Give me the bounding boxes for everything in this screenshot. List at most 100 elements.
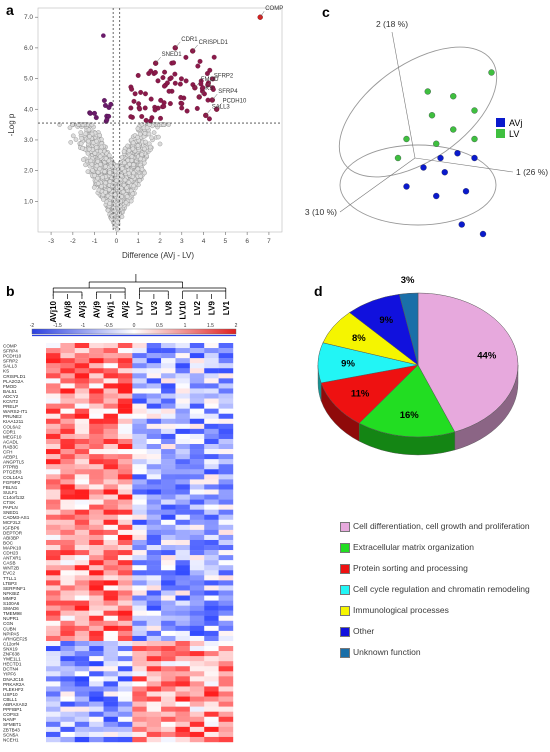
- heatmap-cell: [132, 691, 147, 697]
- heatmap-row-label: YME1L1: [3, 657, 21, 662]
- heatmap-cell: [103, 444, 119, 450]
- heatmap-cell: [89, 651, 104, 657]
- heatmap-cell: [161, 428, 176, 435]
- heatmap-cell: [218, 373, 234, 379]
- heatmap-cell: [204, 393, 219, 399]
- pca-axis-1-label: 1 (26 %): [516, 167, 548, 177]
- heatmap-cell: [89, 620, 104, 627]
- volcano-point: [103, 189, 108, 195]
- heatmap-cell: [146, 534, 162, 541]
- heatmap-cell: [74, 408, 90, 414]
- heatmap-cell: [46, 615, 61, 621]
- panel-label-a: a: [6, 2, 14, 18]
- heatmap-cell: [74, 640, 90, 647]
- heatmap-cell: [189, 696, 205, 702]
- heatmap-row-label: CBLL1: [3, 697, 17, 702]
- heatmap-cell: [89, 711, 104, 717]
- heatmap-cell: [175, 504, 191, 510]
- heatmap-cell: [74, 388, 90, 394]
- volcano-point-significant: [152, 107, 158, 113]
- heatmap-cell: [132, 464, 147, 470]
- heatmap-cell: [117, 560, 133, 566]
- heatmap-cell: [103, 423, 119, 430]
- heatmap-cell: [89, 504, 104, 510]
- heatmap-cell: [117, 585, 133, 591]
- volcano-point: [85, 151, 91, 156]
- heatmap-cell: [103, 716, 119, 722]
- heatmap-cell: [218, 499, 234, 505]
- heatmap-cell: [218, 539, 234, 546]
- heatmap-cell: [218, 620, 234, 627]
- heatmap-cell: [204, 605, 219, 611]
- heatmap-row-label: PPFIBP1: [3, 707, 22, 712]
- heatmap-cell: [103, 534, 119, 541]
- volcano-point: [127, 161, 132, 167]
- heatmap-cell: [218, 666, 234, 672]
- volcano-point-significant: [155, 78, 161, 84]
- heatmap-cell: [74, 423, 90, 430]
- heatmap-cell: [74, 433, 90, 440]
- heatmap-column-label: LV7: [136, 300, 145, 315]
- heatmap-cell: [60, 343, 75, 349]
- heatmap-cell: [146, 640, 162, 647]
- heatmap-cell: [117, 388, 133, 394]
- heatmap-cell: [204, 383, 219, 389]
- heatmap-row-label: SULF1: [3, 490, 18, 495]
- heatmap-cell: [175, 666, 191, 672]
- volcano-point: [85, 169, 91, 174]
- heatmap-cell: [103, 403, 119, 409]
- heatmap-cell: [146, 620, 162, 627]
- volcano-point: [70, 133, 76, 139]
- heatmap-cell: [103, 666, 119, 672]
- volcano-point: [128, 198, 134, 204]
- heatmap-cell: [46, 565, 61, 571]
- heatmap-cell: [60, 711, 75, 717]
- heatmap-cell: [175, 545, 191, 551]
- heatmap-cell: [204, 373, 219, 379]
- heatmap-cell: [189, 378, 205, 384]
- heatmap-cell: [74, 666, 90, 672]
- heatmap-cell: [204, 595, 219, 601]
- label-leader: [207, 78, 214, 85]
- heatmap-cell: [175, 706, 191, 712]
- heatmap-cell: [218, 590, 234, 596]
- heatmap-cell: [60, 575, 75, 581]
- heatmap-cell: [46, 640, 61, 647]
- heatmap-cell: [60, 524, 75, 531]
- heatmap-cell: [161, 716, 176, 722]
- heatmap-cell: [146, 509, 162, 515]
- volcano-point: [139, 167, 145, 172]
- heatmap-cell: [117, 661, 133, 667]
- heatmap-cell: [46, 459, 61, 465]
- heatmap-cell: [175, 736, 191, 743]
- heatmap-cell: [146, 686, 162, 692]
- pie-slice-label: 11%: [351, 388, 370, 399]
- heatmap-cell: [89, 539, 104, 546]
- heatmap-cell: [204, 459, 219, 465]
- heatmap: AVj10 AVj8 AVj3 AVj9 AVj1 AVj2 LV7 LV3 LV8 LV10 LV…: [3, 274, 238, 743]
- x-tick-label: 1: [136, 238, 140, 245]
- heatmap-cell: [74, 570, 90, 576]
- volcano-point: [130, 191, 136, 197]
- heatmap-cell: [161, 646, 176, 652]
- heatmap-cell: [60, 600, 75, 606]
- pca-axis-1: [414, 157, 514, 173]
- heatmap-cell: [218, 343, 234, 349]
- heatmap-row-label: TMEM98: [3, 611, 22, 616]
- pca-point-avj: [437, 154, 444, 162]
- volcano-point: [131, 183, 137, 189]
- heatmap-cell: [175, 605, 191, 611]
- volcano-point: [114, 227, 120, 232]
- heatmap-cell: [218, 428, 234, 435]
- heatmap-cell: [189, 565, 205, 571]
- heatmap-cell: [189, 519, 205, 526]
- heatmap-cell: [132, 524, 147, 531]
- heatmap-cell: [146, 681, 162, 687]
- heatmap-cell: [132, 509, 147, 515]
- heatmap-cell: [189, 630, 205, 637]
- heatmap-cell: [204, 469, 219, 475]
- y-tick-label: 6.0: [24, 45, 33, 52]
- heatmap-cell: [89, 671, 104, 677]
- heatmap-cell: [146, 716, 162, 722]
- heatmap-cell: [46, 433, 61, 440]
